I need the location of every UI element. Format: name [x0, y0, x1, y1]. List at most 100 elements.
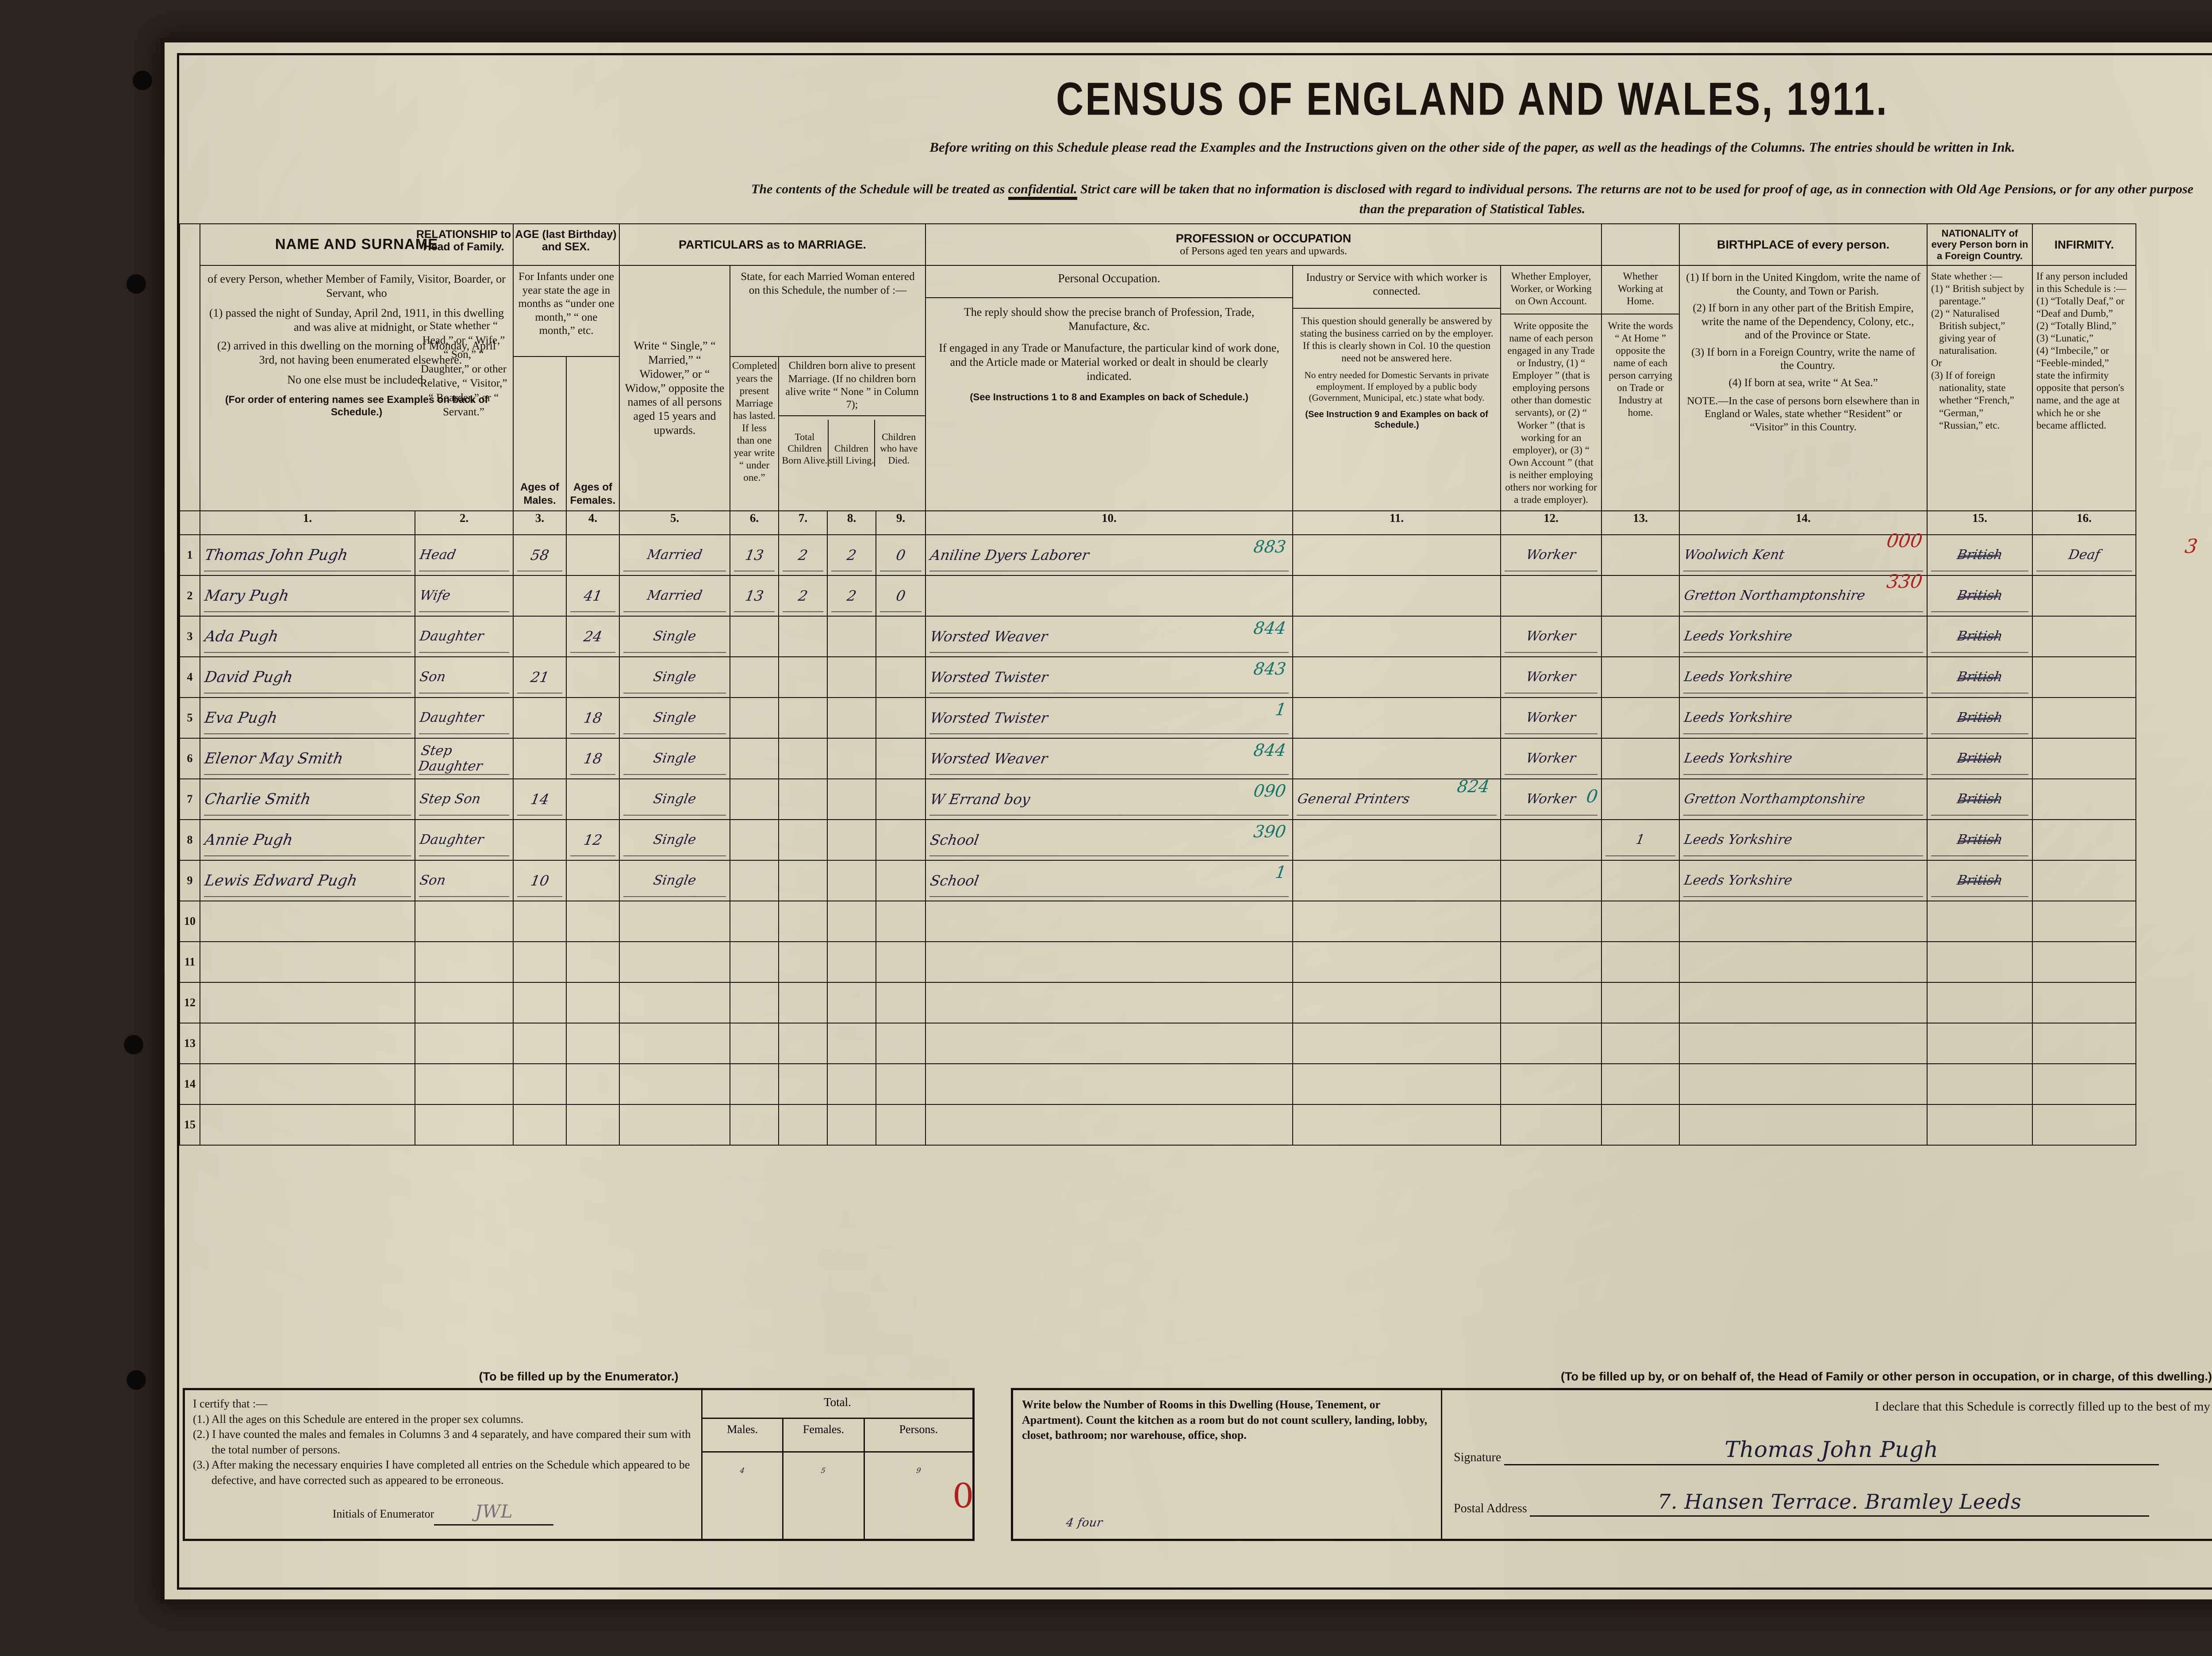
- cell-children-living[interactable]: [827, 1104, 877, 1146]
- cell-children-born[interactable]: [778, 615, 828, 657]
- cell-infirmity[interactable]: [2032, 778, 2137, 820]
- cell-years-married[interactable]: [730, 819, 780, 861]
- cell-occupation[interactable]: [925, 941, 1294, 983]
- cell-birthplace[interactable]: Gretton Northamptonshire: [1679, 778, 1928, 820]
- table-row[interactable]: 7 Charlie Smith Step Son 14 Single W Errand b…: [179, 777, 2212, 820]
- cell-children-died[interactable]: [876, 941, 926, 983]
- cell-relationship[interactable]: Son: [414, 859, 514, 901]
- table-row[interactable]: 2 Mary Pugh Wife 41 Married 13 2 2 0 Gretton Nort…: [179, 571, 2212, 617]
- cell-relationship[interactable]: Daughter: [414, 697, 514, 739]
- cell-name[interactable]: [200, 981, 415, 1024]
- cell-children-born[interactable]: [778, 859, 828, 901]
- cell-nationality[interactable]: British: [1927, 778, 2033, 820]
- cell-birthplace[interactable]: Leeds Yorkshire: [1679, 656, 1928, 698]
- cell-relationship[interactable]: [414, 900, 514, 942]
- cell-infirmity[interactable]: [2032, 697, 2137, 739]
- cell-employer-status[interactable]: [1500, 981, 1602, 1024]
- cell-industry[interactable]: [1292, 534, 1502, 576]
- cell-employer-status[interactable]: [1500, 1063, 1602, 1105]
- cell-age-male[interactable]: [513, 941, 567, 983]
- cell-marital-condition[interactable]: [619, 1104, 731, 1146]
- cell-children-died[interactable]: 0: [876, 575, 926, 617]
- cell-relationship[interactable]: [414, 1022, 514, 1064]
- cell-years-married[interactable]: [730, 1022, 780, 1064]
- cell-industry[interactable]: [1292, 1022, 1502, 1064]
- cell-birthplace[interactable]: [1679, 900, 1928, 942]
- cell-relationship[interactable]: Step Son: [414, 778, 514, 820]
- cell-infirmity[interactable]: [2032, 859, 2137, 901]
- cell-years-married[interactable]: [730, 697, 780, 739]
- cell-children-died[interactable]: [876, 656, 926, 698]
- cell-occupation[interactable]: W Errand boy 090: [925, 778, 1294, 820]
- cell-occupation[interactable]: School 390: [925, 819, 1294, 861]
- cell-birthplace[interactable]: [1679, 1022, 1928, 1064]
- cell-marital-condition[interactable]: [619, 941, 731, 983]
- cell-relationship[interactable]: Son: [414, 656, 514, 698]
- cell-children-born[interactable]: [778, 900, 828, 942]
- cell-nationality[interactable]: [1927, 900, 2033, 942]
- cell-working-at-home[interactable]: [1601, 615, 1680, 657]
- cell-occupation[interactable]: School 1: [925, 859, 1294, 901]
- cell-relationship[interactable]: [414, 1104, 514, 1146]
- cell-age-male[interactable]: [513, 819, 567, 861]
- cell-nationality[interactable]: [1927, 941, 2033, 983]
- cell-infirmity[interactable]: [2032, 737, 2137, 779]
- cell-age-female[interactable]: [566, 941, 620, 983]
- table-row[interactable]: 10: [179, 900, 2212, 942]
- cell-age-female[interactable]: [566, 900, 620, 942]
- table-row[interactable]: 4 David Pugh Son 21 Single Worsted Twister 843…: [179, 656, 2212, 698]
- cell-nationality[interactable]: [1927, 1104, 2033, 1146]
- cell-occupation[interactable]: Aniline Dyers Laborer 883: [925, 534, 1294, 576]
- cell-infirmity[interactable]: [2032, 941, 2137, 983]
- cell-years-married[interactable]: [730, 778, 780, 820]
- cell-marital-condition[interactable]: Single: [619, 859, 731, 901]
- cell-marital-condition[interactable]: Single: [619, 737, 731, 779]
- cell-marital-condition[interactable]: Single: [619, 778, 731, 820]
- cell-nationality[interactable]: British: [1927, 615, 2033, 657]
- cell-employer-status[interactable]: [1500, 819, 1602, 861]
- cell-relationship[interactable]: Daughter: [414, 819, 514, 861]
- cell-age-female[interactable]: 18: [566, 737, 620, 779]
- cell-children-living[interactable]: [827, 859, 877, 901]
- cell-nationality[interactable]: [1927, 1063, 2033, 1105]
- cell-children-living[interactable]: [827, 1022, 877, 1064]
- cell-age-male[interactable]: [513, 697, 567, 739]
- cell-infirmity[interactable]: [2032, 575, 2137, 617]
- table-row[interactable]: 15: [179, 1104, 2212, 1146]
- cell-birthplace[interactable]: Leeds Yorkshire: [1679, 819, 1928, 861]
- cell-infirmity[interactable]: [2032, 819, 2137, 861]
- cell-industry[interactable]: [1292, 859, 1502, 901]
- cell-employer-status[interactable]: [1500, 941, 1602, 983]
- cell-infirmity[interactable]: Deaf 3: [2032, 534, 2199, 576]
- cell-birthplace[interactable]: [1679, 941, 1928, 983]
- cell-children-born[interactable]: [778, 697, 828, 739]
- cell-marital-condition[interactable]: [619, 1063, 731, 1105]
- cell-employer-status[interactable]: Worker: [1500, 534, 1602, 576]
- cell-children-living[interactable]: [827, 778, 877, 820]
- cell-employer-status[interactable]: [1500, 1104, 1602, 1146]
- cell-name[interactable]: [200, 1104, 415, 1146]
- cell-employer-status[interactable]: [1500, 575, 1602, 617]
- cell-age-male[interactable]: 58: [513, 534, 567, 576]
- cell-years-married[interactable]: [730, 900, 780, 942]
- cell-children-living[interactable]: [827, 697, 877, 739]
- cell-relationship[interactable]: [414, 1063, 514, 1105]
- cell-working-at-home[interactable]: [1601, 900, 1680, 942]
- cell-children-living[interactable]: [827, 819, 877, 861]
- cell-children-born[interactable]: [778, 941, 828, 983]
- cell-years-married[interactable]: 13: [730, 534, 780, 576]
- cell-children-living[interactable]: 2: [827, 575, 877, 617]
- cell-relationship[interactable]: [414, 981, 514, 1024]
- cell-industry[interactable]: [1292, 941, 1502, 983]
- cell-birthplace[interactable]: Leeds Yorkshire: [1679, 615, 1928, 657]
- cell-children-living[interactable]: [827, 981, 877, 1024]
- cell-nationality[interactable]: British: [1927, 656, 2033, 698]
- cell-age-male[interactable]: [513, 981, 567, 1024]
- cell-occupation[interactable]: [925, 981, 1294, 1024]
- cell-relationship[interactable]: Step Daughter: [414, 737, 514, 779]
- table-row[interactable]: 8 Annie Pugh Daughter 12 Single School 390 1 Lee…: [179, 819, 2212, 861]
- cell-infirmity[interactable]: [2032, 1063, 2137, 1105]
- cell-working-at-home[interactable]: [1601, 575, 1680, 617]
- cell-age-female[interactable]: [566, 859, 620, 901]
- cell-years-married[interactable]: [730, 737, 780, 779]
